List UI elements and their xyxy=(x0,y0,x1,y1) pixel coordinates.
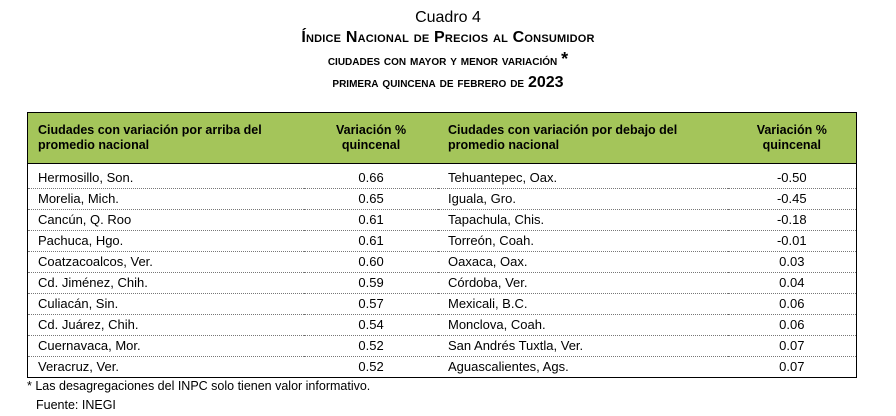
city-above-cell: Cancún, Q. Roo xyxy=(27,209,305,231)
variation-below-cell: -0.18 xyxy=(727,209,857,231)
city-above-cell: Hermosillo, Son. xyxy=(27,168,305,189)
variation-above-cell: 0.61 xyxy=(304,209,438,231)
city-above-cell: Pachuca, Hgo. xyxy=(27,230,305,252)
table-subtitle: ciudades con mayor y menor variación * xyxy=(0,49,896,69)
col-header-below-cities: Ciudades con variación por debajo del pr… xyxy=(438,112,728,164)
period-text: primera quincena de febrero de xyxy=(332,74,525,90)
variation-below-cell: -0.45 xyxy=(727,188,857,210)
city-below-cell: Torreón, Coah. xyxy=(438,230,728,252)
city-below-cell: Córdoba, Ver. xyxy=(438,272,728,294)
variation-below-cell: 0.04 xyxy=(727,272,857,294)
variation-below-cell: -0.50 xyxy=(727,168,857,189)
variation-above-cell: 0.52 xyxy=(358,359,384,374)
city-above-cell: Culiacán, Sin. xyxy=(27,293,305,315)
table-row: Veracruz, Ver. 0.52 Aguascalientes, Ags. 0.… xyxy=(28,357,857,378)
variation-below-cell: 0.07 xyxy=(779,359,805,374)
variation-below-cell: 0.07 xyxy=(727,335,857,357)
col-header-below-variation: Variación % quincenal xyxy=(727,112,857,164)
city-above-cell: Cuernavaca, Mor. xyxy=(27,335,305,357)
city-below-cell: Monclova, Coah. xyxy=(438,314,728,336)
variation-above-cell: 0.57 xyxy=(304,293,438,315)
city-below-cell: Tapachula, Chis. xyxy=(438,209,728,231)
city-below-cell: Iguala, Gro. xyxy=(438,188,728,210)
city-below-cell: Oaxaca, Oax. xyxy=(438,251,728,273)
table-row: Cuernavaca, Mor. 0.52 San Andrés Tuxtla, V… xyxy=(27,335,857,357)
table-period: primera quincena de febrero de 2023 xyxy=(0,74,896,92)
city-below-cell: Tehuantepec, Oax. xyxy=(438,168,728,189)
table-row: Cancún, Q. Roo 0.61 Tapachula, Chis. -0.18 xyxy=(27,209,857,231)
footnote: * Las desagregaciones del INPC solo tien… xyxy=(27,379,370,393)
city-above-cell: Cd. Juárez, Chih. xyxy=(27,314,305,336)
table-row: Morelia, Mich. 0.65 Iguala, Gro. -0.45 xyxy=(27,188,857,210)
variation-above-cell: 0.54 xyxy=(304,314,438,336)
table-title: Índice Nacional de Precios al Consumidor xyxy=(301,29,595,46)
col-header-above-variation: Variación % quincenal xyxy=(304,112,438,164)
footnote-mark: * xyxy=(27,379,32,393)
variation-below-cell: -0.01 xyxy=(727,230,857,252)
table-body: Hermosillo, Son. 0.66 Tehuantepec, Oax. -0.… xyxy=(27,164,857,378)
variation-above-cell: 0.59 xyxy=(304,272,438,294)
table-header-row: Ciudades con variación por arriba del pr… xyxy=(27,112,857,164)
cuadro-label: Cuadro 4 xyxy=(415,9,481,26)
city-below-cell: San Andrés Tuxtla, Ver. xyxy=(438,335,728,357)
subtitle-text: ciudades con mayor y menor variación xyxy=(327,52,558,68)
table-row: Hermosillo, Son. 0.66 Tehuantepec, Oax. -0.… xyxy=(27,168,857,189)
city-above-cell: Veracruz, Ver. xyxy=(38,359,119,374)
table-row: Cd. Jiménez, Chih. 0.59 Córdoba, Ver. 0.04 xyxy=(27,272,857,294)
variation-above-cell: 0.52 xyxy=(304,335,438,357)
city-above-cell: Morelia, Mich. xyxy=(27,188,305,210)
city-above-cell: Cd. Jiménez, Chih. xyxy=(27,272,305,294)
cities-variation-table: Ciudades con variación por arriba del pr… xyxy=(27,112,857,378)
variation-above-cell: 0.61 xyxy=(304,230,438,252)
city-above-cell: Coatzacoalcos, Ver. xyxy=(27,251,305,273)
subtitle-footnote-mark: * xyxy=(561,49,569,69)
table-row: Coatzacoalcos, Ver. 0.60 Oaxaca, Oax. 0.03 xyxy=(27,251,857,273)
table-row: Pachuca, Hgo. 0.61 Torreón, Coah. -0.01 xyxy=(27,230,857,252)
variation-below-cell: 0.06 xyxy=(727,314,857,336)
city-below-cell: Mexicali, B.C. xyxy=(438,293,728,315)
variation-above-cell: 0.66 xyxy=(304,168,438,189)
footnote-text: Las desagregaciones del INPC solo tienen… xyxy=(35,379,371,393)
variation-above-cell: 0.60 xyxy=(304,251,438,273)
source-note: Fuente: INEGI xyxy=(36,398,116,412)
variation-below-cell: 0.06 xyxy=(727,293,857,315)
table-row: Culiacán, Sin. 0.57 Mexicali, B.C. 0.06 xyxy=(27,293,857,315)
col-header-above-cities: Ciudades con variación por arriba del pr… xyxy=(27,112,305,164)
city-below-cell: Aguascalientes, Ags. xyxy=(448,359,569,374)
variation-below-cell: 0.03 xyxy=(727,251,857,273)
table-row: Cd. Juárez, Chih. 0.54 Monclova, Coah. 0.06 xyxy=(27,314,857,336)
period-year: 2023 xyxy=(527,74,564,91)
variation-above-cell: 0.65 xyxy=(304,188,438,210)
